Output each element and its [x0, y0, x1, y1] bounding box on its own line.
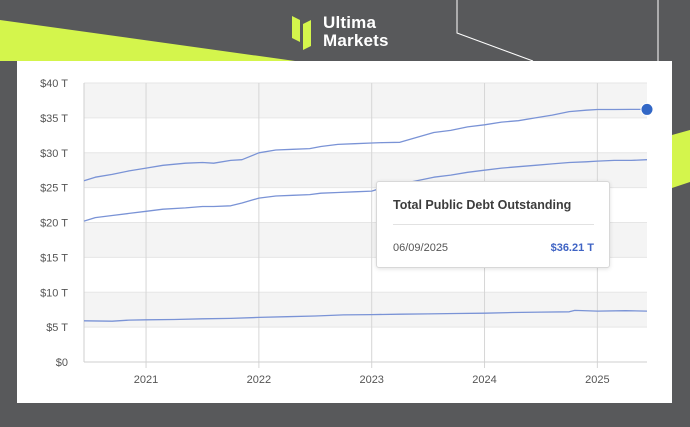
- y-tick-label: $15 T: [40, 252, 68, 264]
- logo-mark-icon: [292, 16, 311, 50]
- y-tick-label: $0: [56, 357, 68, 369]
- x-tick-label: 2025: [585, 374, 609, 386]
- highlight-point: [640, 102, 654, 116]
- y-tick-label: $20 T: [40, 218, 68, 230]
- tooltip-divider: [393, 224, 594, 225]
- y-tick-label: $30 T: [40, 148, 68, 160]
- grid-band: [84, 292, 647, 328]
- y-tick-label: $35 T: [40, 113, 68, 125]
- chart-tooltip: Total Public Debt Outstanding 06/09/2025…: [376, 181, 610, 268]
- x-tick-label: 2021: [134, 374, 158, 386]
- accent-shape-left: [0, 20, 295, 61]
- tooltip-value: $36.21 T: [550, 242, 594, 254]
- brand-name: Ultima Markets: [323, 14, 389, 50]
- series-line-2: [83, 159, 648, 222]
- tooltip-date: 06/09/2025: [393, 242, 449, 254]
- grid-band: [84, 83, 647, 118]
- y-tick-label: $40 T: [40, 78, 68, 90]
- y-tick-label: $5 T: [46, 322, 68, 334]
- tooltip-title: Total Public Debt Outstanding: [393, 198, 572, 212]
- accent-shape-right: [672, 130, 690, 188]
- x-tick-label: 2023: [359, 374, 383, 386]
- series-line-3: [83, 309, 648, 322]
- brand-name-line1: Ultima: [323, 13, 377, 32]
- series-line-1: [83, 108, 647, 182]
- decorative-line: [456, 0, 534, 62]
- y-tick-label: $10 T: [40, 287, 68, 299]
- brand-name-line2: Markets: [323, 31, 389, 50]
- brand-logo: Ultima Markets: [292, 14, 402, 54]
- x-tick-label: 2024: [472, 374, 496, 386]
- x-tick-label: 2022: [247, 374, 271, 386]
- chart-card: $0 $5 T $10 T $15 T $20 T $25 T $30 T $35 T $40 …: [17, 61, 672, 403]
- y-tick-label: $25 T: [40, 183, 68, 195]
